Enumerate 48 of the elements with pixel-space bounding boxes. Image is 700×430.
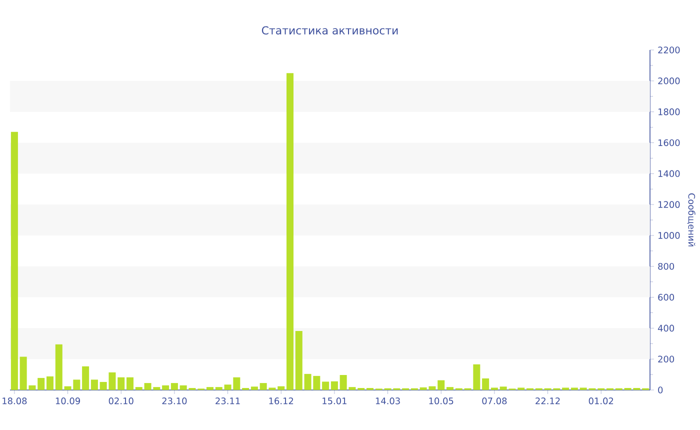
bar (278, 386, 285, 390)
y-tick-label: 2200 (658, 46, 680, 54)
bar (82, 366, 90, 390)
bar (135, 387, 142, 390)
x-tick-label: 01.02 (588, 398, 614, 404)
x-tick-label: 10.05 (429, 398, 454, 404)
y-tick-label: 1600 (658, 139, 680, 146)
y-tick-label: 2000 (658, 78, 680, 84)
x-tick-label: 02.10 (108, 398, 134, 404)
bar (206, 387, 214, 390)
bar (286, 73, 294, 390)
y-tick-label: 1400 (658, 170, 680, 178)
bar (90, 380, 98, 390)
bar (438, 380, 445, 390)
y-axis-title: Сообщений (687, 193, 696, 246)
bar (38, 378, 45, 390)
bar (322, 382, 330, 390)
bar (46, 376, 54, 390)
y-tick-label: 1800 (658, 108, 680, 116)
y-tick-label: 1200 (658, 201, 680, 208)
bar (10, 132, 18, 390)
x-tick-label: 22.12 (536, 398, 560, 404)
y-tick-label: 600 (658, 294, 674, 301)
bar (482, 378, 490, 390)
bar (118, 377, 125, 390)
bar (215, 387, 222, 390)
x-tick-label: 15.01 (322, 398, 346, 404)
bar (170, 383, 178, 390)
x-tick-label: 18.08 (2, 398, 27, 404)
bar (295, 330, 302, 390)
bar (55, 344, 62, 390)
bar (446, 387, 454, 390)
x-tick-label: 16.12 (269, 398, 294, 404)
y-tick-label: 200 (658, 356, 674, 362)
x-tick-label: 07.08 (482, 398, 507, 404)
y-tick-label: 800 (658, 262, 674, 270)
x-tick-label: 14.03 (376, 398, 400, 404)
chart-title: Статистика активности (262, 26, 398, 34)
y-tick-label: 0 (658, 386, 663, 394)
x-tick-label: 23.10 (162, 398, 187, 404)
y-tick-label: 1000 (658, 232, 680, 239)
bar (126, 377, 134, 390)
x-tick-label: 23.11 (216, 398, 240, 404)
bar (162, 385, 170, 390)
bar (250, 386, 258, 390)
x-tick-label: 10.09 (56, 398, 80, 404)
y-tick-label: 400 (658, 324, 674, 332)
bar (330, 381, 338, 390)
